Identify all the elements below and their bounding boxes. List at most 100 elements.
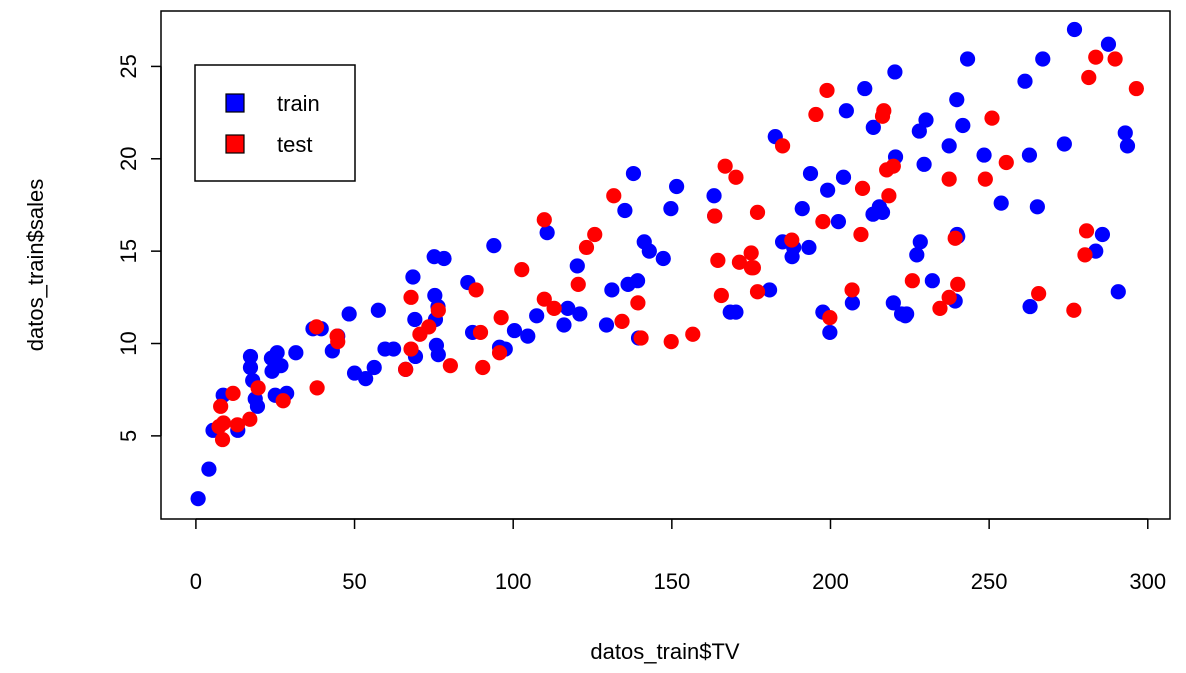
data-point-train [560,300,576,317]
data-point-train [655,250,671,267]
y-tick-label: 5 [116,430,141,442]
data-point-train [993,195,1009,211]
data-point-test [633,330,649,346]
data-point-test [587,226,603,243]
data-point-test [578,239,595,256]
data-point-test [225,385,241,401]
data-point-train [556,317,572,333]
data-point-train [1056,136,1072,152]
data-point-test [250,380,266,396]
data-point-train [625,165,642,182]
data-point-train [918,112,934,128]
y-tick-label: 15 [116,239,141,263]
legend-label-test: test [277,132,312,157]
data-point-test [214,431,231,448]
data-point-test [904,273,920,289]
data-point-test [731,254,748,270]
data-point-test [784,232,800,248]
data-point-test [308,319,325,335]
data-point-train [728,304,744,320]
data-point-train [801,239,817,256]
data-point-test [398,361,414,377]
data-point-train [242,348,259,365]
y-axis: 5 10 15 20 25 [116,54,162,442]
data-point-test [854,180,871,196]
data-point-train [539,225,555,241]
data-point-train [617,202,633,219]
data-point-train [838,103,854,119]
data-point-train [663,201,679,217]
data-point-test [977,171,993,187]
data-point-train [941,138,957,154]
data-point-train [1100,36,1117,52]
data-point-train [1017,73,1033,89]
data-point-train [706,188,722,204]
data-point-test [630,295,646,311]
x-tick-label: 200 [812,569,849,594]
y-tick-label: 25 [116,54,141,78]
data-point-train [916,156,932,172]
data-point-test [984,110,1000,126]
data-point-train [569,258,585,274]
data-point-test [606,188,622,204]
data-point-train [1022,298,1038,315]
data-point-test [1088,49,1104,65]
data-point-train [1021,147,1038,163]
data-point-test [570,276,586,292]
data-point-train [242,359,259,376]
data-point-test [941,171,957,187]
data-point-train [909,247,925,263]
data-point-test [330,334,346,350]
data-point-train [844,295,860,311]
data-point-test [745,260,761,276]
data-point-test [229,417,246,433]
data-point-train [1119,138,1136,154]
data-point-train [641,243,657,259]
legend-swatch-test [225,134,245,154]
data-point-train [794,201,810,217]
data-point-test [950,276,966,292]
data-point-test [215,415,232,431]
data-point-train [955,117,971,134]
data-point-train [201,461,217,477]
data-point-train [249,398,266,414]
y-tick-label: 20 [116,147,141,171]
data-point-train [366,359,382,376]
data-point-test [717,158,733,174]
data-point-train [830,213,847,230]
data-point-test [514,262,530,278]
data-point-test [1128,80,1144,97]
data-point-test [536,291,552,307]
data-point-test [442,358,458,374]
data-point-test [493,310,509,326]
data-point-train [822,324,838,341]
data-point-test [472,324,489,341]
data-point-test [685,326,701,342]
data-point-test [881,188,897,204]
data-point-test [853,226,869,243]
data-point-test [808,106,824,123]
data-point-test [536,212,552,228]
data-point-train [669,178,685,195]
data-point-train [949,92,965,108]
data-point-test [885,158,901,174]
data-point-test [998,154,1014,171]
data-point-test [546,300,562,317]
data-point-train [273,358,289,374]
data-point-train [358,371,374,387]
data-point-test [844,282,860,298]
data-point-train [269,345,285,361]
data-point-train [428,337,445,353]
data-point-train [288,345,304,361]
data-point-test [947,230,963,246]
data-point-test [475,359,491,376]
data-point-train [506,322,523,339]
data-point-test [430,302,446,318]
data-point-train [407,311,423,328]
legend: train test [194,64,356,182]
y-tick-label: 10 [116,331,141,355]
data-point-test [242,411,258,427]
data-point-train [1066,21,1083,38]
data-point-test [1066,302,1082,318]
x-tick-label: 0 [190,569,202,594]
